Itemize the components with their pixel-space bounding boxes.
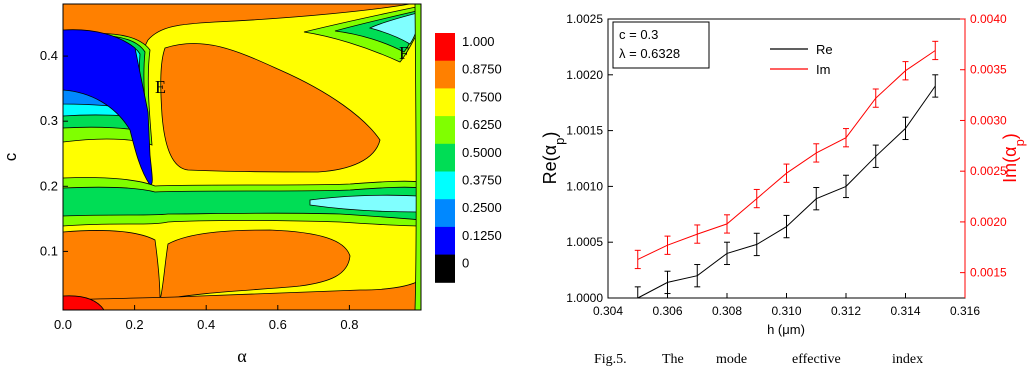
line-series [634, 40, 939, 299]
line-y-tick-label-left: 1.0005 [566, 235, 603, 249]
colorbar-swatch [435, 88, 455, 117]
caption-word: mode [716, 352, 748, 367]
contour-x-tick-label: 0.6 [269, 317, 287, 332]
contour-y-tick-label: 0.2 [40, 178, 58, 193]
contour-x-tick-label: 0.2 [126, 317, 144, 332]
colorbar-swatch [435, 143, 455, 172]
legend-label-im: Im [816, 62, 830, 77]
region-green-right-edge [414, 4, 421, 310]
line-axes: 0.304 0.306 0.308 0.310 0.312 0.314 0.316 1.000… [566, 12, 1007, 318]
line-xlabel: h (μm) [767, 322, 805, 337]
colorbar-swatch [435, 199, 455, 228]
line-y-tick-label-left: 1.0010 [566, 179, 603, 193]
region-red-corner [63, 295, 105, 310]
colorbar-label: 0.7500 [462, 89, 502, 104]
contour-axes: 0.0 0.2 0.4 0.6 0.8 0.1 0.2 0.3 0.4 [40, 48, 359, 332]
contour-x-tick-label: 0.8 [340, 317, 358, 332]
line-x-tick-label: 0.312 [831, 304, 861, 318]
line-chart: 0.304 0.306 0.308 0.310 0.312 0.314 0.316 1.000… [540, 12, 1027, 337]
line-y-tick-label-left: 1.0020 [566, 68, 603, 82]
caption-word: Fig.5. [594, 352, 627, 367]
annotation-e: E [155, 77, 166, 97]
contour-x-tick-label: 0.0 [54, 317, 72, 332]
caption-word: The [662, 352, 684, 367]
contour-frame [62, 3, 422, 311]
colorbar-label: 0.5000 [462, 145, 502, 160]
infobox-line-2: λ = 0.6328 [619, 46, 680, 61]
line-x-tick-label: 0.314 [890, 304, 920, 318]
line-y-tick-label-right: 0.0040 [970, 12, 1007, 26]
caption-word: index [892, 352, 924, 367]
line-y-tick-label-right: 0.0030 [970, 113, 1007, 127]
line-y-tick-label-right: 0.0035 [970, 63, 1007, 77]
colorbar-label: 0.8750 [462, 62, 502, 77]
colorbar-swatch [435, 33, 455, 62]
contour-y-tick-label: 0.1 [40, 243, 58, 258]
line-ylabel-left: Re(αp) [540, 132, 567, 185]
colorbar-label: 0 [462, 256, 469, 271]
colorbar-swatch [435, 171, 455, 200]
contour-y-tick-label: 0.4 [40, 48, 58, 63]
line-y-tick-label-right: 0.0020 [970, 215, 1007, 229]
line-y-tick-label-right: 0.0025 [970, 164, 1007, 178]
colorbar-label: 1.000 [462, 34, 495, 49]
region-orange-upper [63, 4, 411, 65]
line-x-tick-label: 0.304 [593, 304, 623, 318]
contour-y-tick-label: 0.3 [40, 113, 58, 128]
colorbar-label: 0.6250 [462, 117, 502, 132]
line-y-tick-label-left: 1.0000 [566, 291, 603, 305]
colorbar-swatch [435, 226, 455, 256]
line-x-tick-label: 0.308 [712, 304, 742, 318]
line-y-tick-label-right: 0.0015 [970, 266, 1007, 280]
contour-ylabel: c [1, 152, 20, 161]
line-y-tick-label-left: 1.0025 [566, 12, 603, 26]
line-x-tick-label: 0.316 [950, 304, 980, 318]
region-orange-center [160, 43, 381, 173]
line-ylabel-right: Im(αp) [1000, 133, 1027, 183]
colorbar-swatch [435, 116, 455, 145]
series-line-re [637, 85, 936, 299]
contour-xlabel: α [237, 346, 247, 366]
region-orange-bottom [63, 279, 421, 310]
caption-word: effective [792, 352, 841, 367]
line-x-tick-label: 0.310 [771, 304, 801, 318]
line-y-tick-label-left: 1.0015 [566, 124, 603, 138]
contour-x-tick-label: 0.4 [197, 317, 215, 332]
infobox-line-1: c = 0.3 [619, 27, 658, 42]
legend-label-re: Re [816, 42, 833, 57]
annotation-f: F [399, 43, 409, 63]
figure-caption: Fig.5. The mode effective index [594, 352, 974, 368]
colorbar-label: 0.3750 [462, 173, 502, 188]
colorbar-label: 0.1250 [462, 228, 502, 243]
infobox [612, 21, 710, 69]
colorbar-label: 0.2500 [462, 200, 502, 215]
colorbar-swatch [435, 254, 455, 283]
colorbar: 1.000 0.8750 0.7500 0.6250 0.5000 0.3750 0.250… [435, 33, 502, 283]
line-x-tick-label: 0.306 [652, 304, 682, 318]
contour-map: 0.0 0.2 0.4 0.6 0.8 0.1 0.2 0.3 0.4 E F α c 1.00… [1, 3, 502, 366]
colorbar-swatch [435, 60, 455, 89]
